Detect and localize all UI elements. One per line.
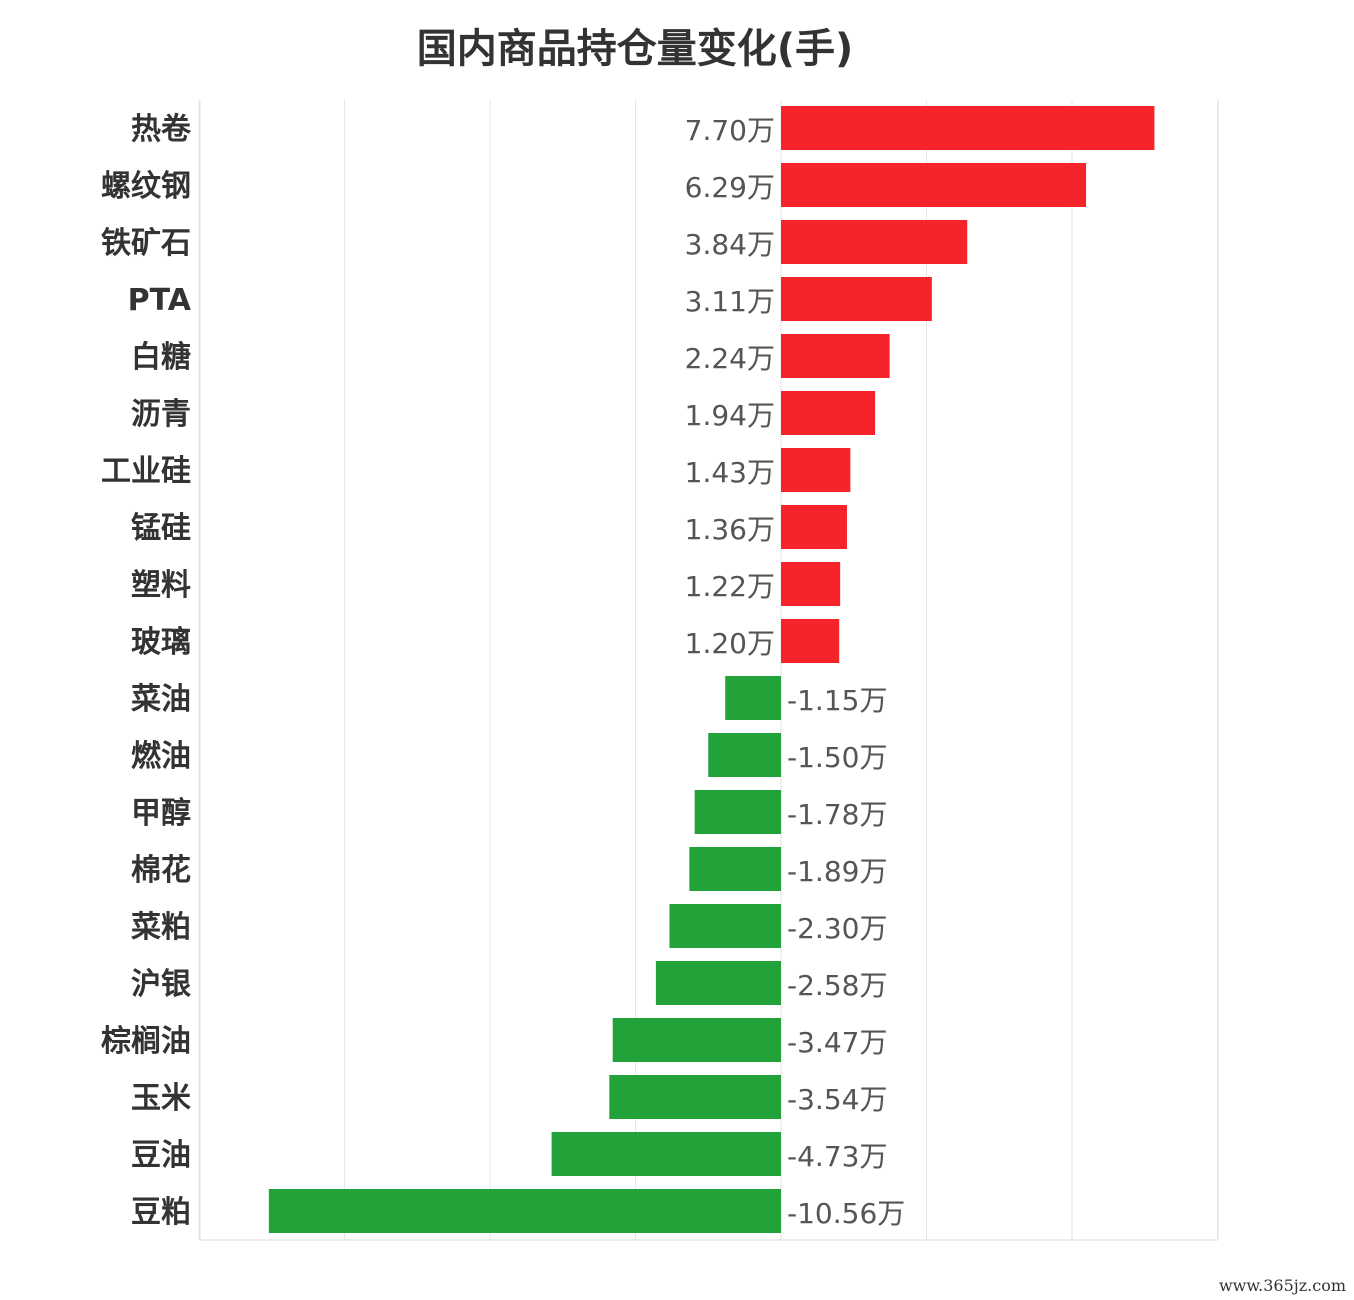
bar-13 (689, 847, 781, 891)
value-labels: 7.70万 6.29万 3.84万 3.11万 2.24万 1.94万 1.43万 1.36万… (685, 114, 906, 1230)
category-label: 锰硅 (131, 511, 191, 546)
value-label: 3.11万 (685, 285, 775, 318)
category-label: 塑料 (131, 568, 191, 603)
bar-18 (551, 1132, 781, 1176)
value-label: -1.78万 (787, 798, 887, 831)
grid-lines (198, 100, 1219, 1241)
value-label: -2.58万 (787, 969, 887, 1002)
category-label: 棉花 (131, 853, 191, 888)
category-label: 豆粕 (131, 1195, 191, 1230)
bar-10 (725, 676, 781, 720)
category-label: 螺纹钢 (101, 169, 191, 204)
bar-0 (781, 106, 1155, 150)
value-label: -3.54万 (787, 1083, 887, 1116)
bar-8 (781, 562, 841, 606)
category-label: 玉米 (131, 1081, 191, 1116)
value-label: -4.73万 (787, 1140, 887, 1173)
value-label: 3.84万 (685, 228, 775, 261)
category-label: 菜油 (131, 682, 191, 717)
value-label: 1.43万 (685, 456, 775, 489)
bar-3 (781, 277, 932, 321)
category-label: 甲醇 (131, 796, 191, 831)
bar-17 (609, 1075, 781, 1119)
value-label: 7.70万 (685, 114, 775, 147)
category-label: 玻璃 (131, 625, 191, 660)
category-label: 热卷 (131, 112, 192, 147)
category-label: 沪银 (131, 967, 191, 1002)
category-label: 铁矿石 (101, 226, 191, 261)
value-label: -1.15万 (787, 684, 887, 717)
category-label: 棕榈油 (101, 1024, 191, 1059)
bar-16 (612, 1018, 781, 1062)
bars (268, 106, 1155, 1233)
value-label: -1.89万 (787, 855, 887, 888)
category-label: 沥青 (131, 397, 191, 432)
bar-2 (781, 220, 968, 264)
bar-4 (781, 334, 890, 378)
category-label: 白糖 (131, 340, 191, 375)
watermark-text: www.365jz.com (1219, 1276, 1346, 1295)
value-label: -3.47万 (787, 1026, 887, 1059)
value-label: -1.50万 (787, 741, 887, 774)
value-label: 2.24万 (685, 342, 775, 375)
category-label: 豆油 (131, 1138, 191, 1173)
bar-12 (694, 790, 781, 834)
value-label: 1.20万 (685, 627, 775, 660)
category-label: 工业硅 (101, 454, 191, 489)
bar-7 (781, 505, 847, 549)
bar-11 (708, 733, 781, 777)
chart-title: 国内商品持仓量变化(手) (417, 26, 854, 72)
bar-1 (781, 163, 1087, 207)
value-label: 6.29万 (685, 171, 775, 204)
bar-9 (781, 619, 840, 663)
value-label: -2.30万 (787, 912, 887, 945)
category-label: PTA (128, 283, 192, 318)
value-label: 1.36万 (685, 513, 775, 546)
value-label: -10.56万 (787, 1197, 905, 1230)
bar-6 (781, 448, 851, 492)
bar-19 (268, 1189, 782, 1233)
category-label: 菜粕 (131, 910, 191, 945)
value-label: 1.22万 (685, 570, 775, 603)
bar-15 (655, 961, 781, 1005)
bar-5 (781, 391, 876, 435)
value-label: 1.94万 (685, 399, 775, 432)
category-label: 燃油 (131, 739, 191, 774)
bar-14 (669, 904, 781, 948)
